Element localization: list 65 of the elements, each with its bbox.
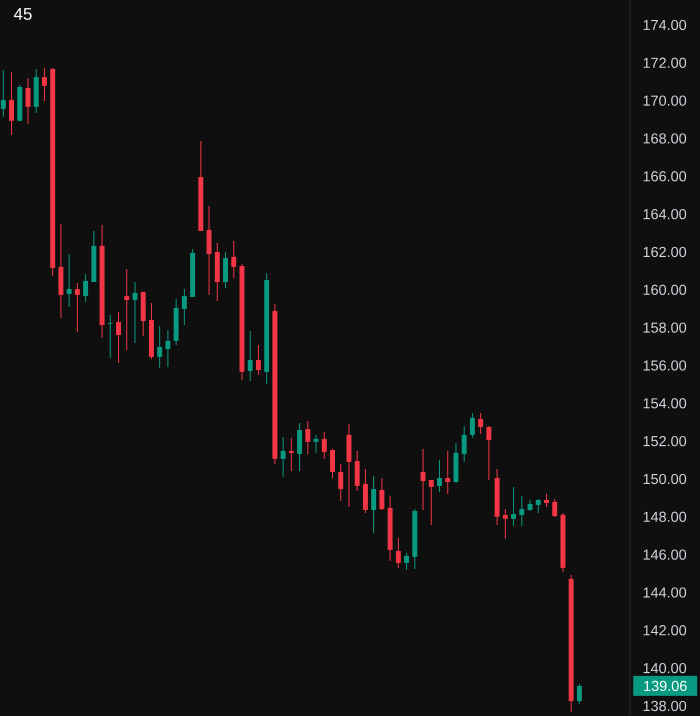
candlestick bbox=[404, 552, 410, 570]
chart-title: 45 bbox=[14, 8, 32, 20]
candlestick bbox=[420, 448, 426, 510]
candlestick bbox=[445, 450, 450, 494]
y-tick-label: 162.00 bbox=[644, 246, 686, 258]
candlestick bbox=[9, 72, 14, 136]
y-tick-label: 174.00 bbox=[644, 20, 686, 30]
candlestick bbox=[74, 282, 80, 332]
y-tick-label: 144.00 bbox=[644, 587, 686, 598]
y-tick-label: 154.00 bbox=[644, 398, 686, 408]
candlestick bbox=[486, 426, 492, 480]
y-tick-label: 158.00 bbox=[644, 322, 686, 333]
y-tick-label: 160.00 bbox=[644, 284, 686, 295]
candlestick bbox=[66, 254, 72, 308]
candlestick bbox=[462, 426, 467, 462]
candlestick bbox=[338, 464, 344, 502]
candlestick bbox=[256, 344, 261, 376]
candlestick bbox=[132, 282, 138, 344]
text: 139.06 bbox=[644, 680, 687, 692]
candlestick bbox=[544, 493, 549, 508]
y-tick-label: 146.00 bbox=[644, 550, 686, 560]
candlestick bbox=[314, 434, 319, 454]
candlestick bbox=[42, 67, 47, 102]
candlestick bbox=[157, 325, 162, 368]
y-tick-label: 148.00 bbox=[644, 512, 686, 522]
candlestick bbox=[396, 537, 401, 568]
candlestick bbox=[288, 437, 294, 472]
candlestick bbox=[108, 314, 113, 358]
y-tick-label: 138.00 bbox=[644, 700, 686, 712]
candlestick bbox=[116, 311, 121, 364]
candlestick bbox=[322, 431, 327, 460]
y-tick-label: 150.00 bbox=[644, 474, 686, 484]
y-tick-label: 166.00 bbox=[644, 171, 686, 182]
candlestick bbox=[371, 475, 376, 534]
candlestick bbox=[231, 240, 236, 278]
candlestick bbox=[576, 684, 582, 704]
candlestick bbox=[0, 69, 6, 118]
candlestick bbox=[519, 495, 524, 526]
candlestick bbox=[330, 448, 335, 479]
candlestick bbox=[165, 329, 170, 368]
candlestick bbox=[182, 288, 187, 326]
candlestick bbox=[470, 412, 475, 438]
candlestick bbox=[305, 420, 310, 454]
candlestick bbox=[26, 77, 30, 124]
candlestick bbox=[502, 508, 508, 540]
candlestick bbox=[428, 479, 434, 526]
candlestick bbox=[248, 330, 253, 382]
y-tick-label: 156.00 bbox=[644, 360, 686, 371]
y-tick-label: 170.00 bbox=[644, 96, 686, 106]
y-tick-label: 164.00 bbox=[644, 209, 686, 220]
candlestick bbox=[124, 268, 130, 350]
candlestick bbox=[280, 436, 286, 478]
candlestick bbox=[511, 486, 516, 526]
y-tick-label: 172.00 bbox=[644, 58, 686, 68]
candlestick bbox=[83, 273, 88, 302]
y-tick-label: 140.00 bbox=[644, 663, 686, 674]
candlestick bbox=[528, 499, 532, 512]
y-tick-label: 142.00 bbox=[644, 625, 686, 636]
candlestick bbox=[552, 498, 558, 518]
y-tick-label: 152.00 bbox=[644, 436, 686, 446]
candlestick bbox=[379, 478, 384, 510]
candlestick bbox=[536, 498, 541, 514]
y-tick-label: 168.00 bbox=[644, 133, 686, 144]
candlestick bbox=[437, 459, 442, 493]
candlestick bbox=[478, 412, 484, 434]
